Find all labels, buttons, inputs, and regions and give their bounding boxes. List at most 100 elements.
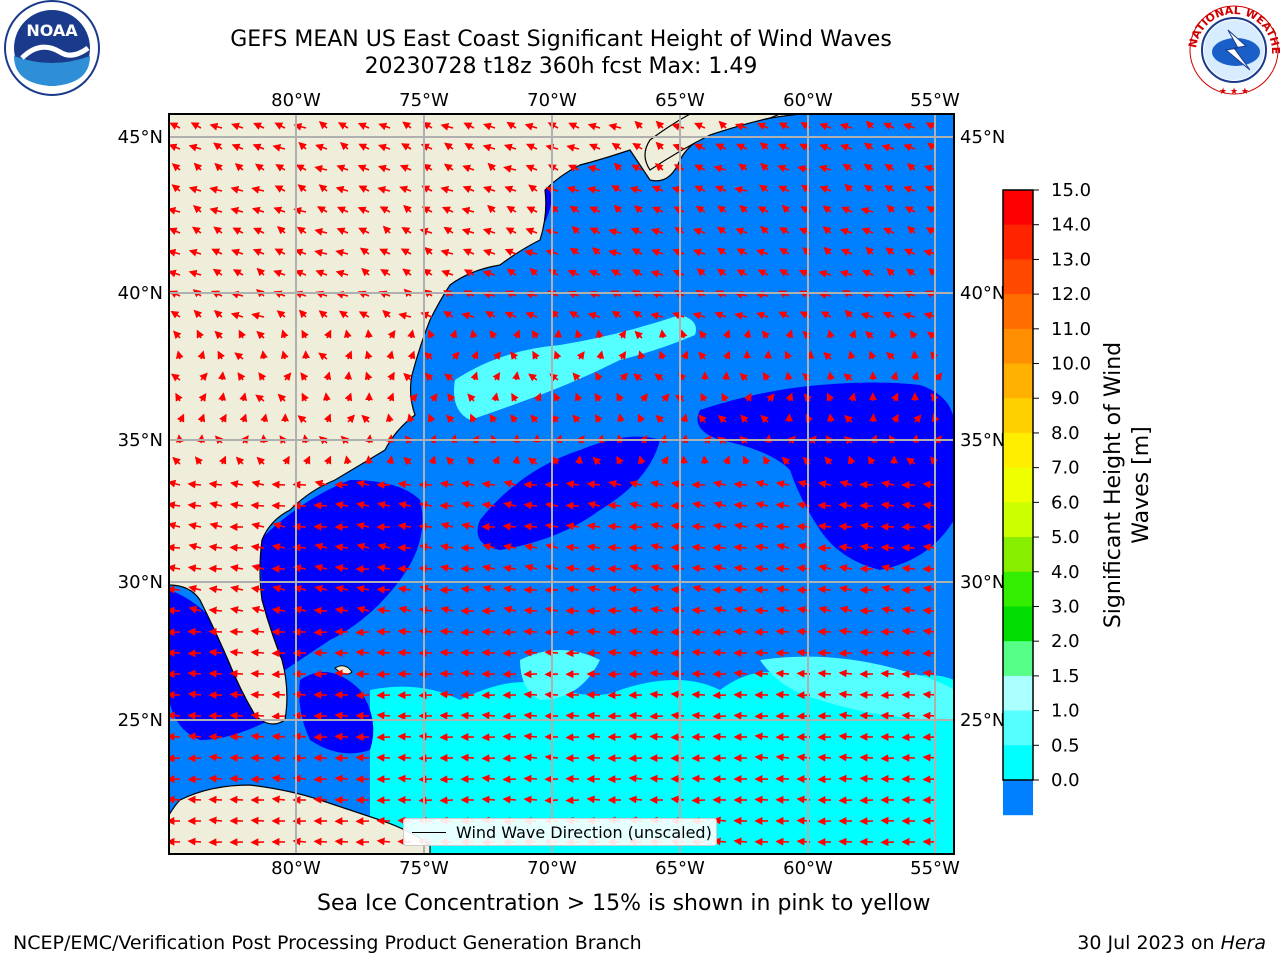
wind-arrow <box>504 185 517 194</box>
wind-arrow <box>402 268 412 277</box>
wind-arrow <box>743 329 752 339</box>
wind-arrow <box>271 501 286 510</box>
wind-arrow <box>188 143 202 152</box>
wind-arrow <box>655 120 665 130</box>
sea-ice-note: Sea Ice Concentration > 15% is shown in … <box>317 891 931 916</box>
wind-arrow <box>843 415 853 424</box>
wind-arrow <box>692 311 706 320</box>
wind-arrow <box>429 393 438 402</box>
wind-arrow <box>867 455 876 465</box>
wind-arrow <box>881 564 895 572</box>
colorbar: 15.0 14.0 13.0 12.0 11.0 10.0 9.0 8.0 7.0 6.0 5.0 4… <box>1002 180 1091 816</box>
wind-arrow <box>386 392 395 402</box>
wind-arrow <box>608 248 622 257</box>
wind-arrow <box>838 732 853 741</box>
wind-arrow <box>698 351 707 361</box>
wind-arrow <box>358 227 370 235</box>
footer-date-text: 30 Jul 2023 on <box>1077 932 1221 954</box>
wind-arrow <box>903 185 916 194</box>
wind-arrow <box>503 164 517 173</box>
wind-arrow <box>357 122 370 130</box>
wind-arrow <box>271 774 286 783</box>
wind-arrow <box>913 414 922 424</box>
wind-arrow <box>382 225 392 235</box>
wind-arrow <box>399 164 412 173</box>
wind-arrow <box>229 795 244 804</box>
wind-arrow <box>629 563 643 572</box>
wind-arrow <box>313 628 328 637</box>
wind-arrow <box>565 522 580 531</box>
wind-arrow <box>757 206 769 214</box>
wind-arrow <box>760 225 769 235</box>
wind-arrow <box>531 329 540 339</box>
wind-arrow <box>315 143 328 152</box>
lon-label-top: 70°W <box>527 90 577 111</box>
wind-arrow <box>418 627 433 636</box>
wind-arrow <box>616 392 624 402</box>
wind-arrow <box>218 371 227 381</box>
wind-arrow <box>169 143 181 152</box>
wind-arrow <box>467 393 476 403</box>
wind-arrow <box>439 543 454 551</box>
noaa-logo-text: NOAA <box>26 21 78 40</box>
wind-arrow <box>364 329 373 339</box>
wind-arrow <box>722 371 731 381</box>
wind-arrow <box>587 500 601 509</box>
wind-arrow <box>503 500 517 509</box>
wind-arrow <box>187 649 202 658</box>
wind-arrow <box>512 329 521 339</box>
wind-arrow <box>733 564 748 573</box>
wind-arrow <box>482 542 496 551</box>
wind-arrow <box>859 501 874 510</box>
wind-arrow <box>586 627 601 636</box>
wind-arrow <box>481 648 496 657</box>
wind-arrow <box>754 669 769 678</box>
wind-arrow <box>554 329 563 339</box>
wind-arrow <box>819 185 832 194</box>
wind-arrow <box>251 185 265 194</box>
wind-arrow <box>755 248 769 257</box>
wind-arrow <box>208 753 223 762</box>
wind-arrow <box>859 543 874 552</box>
wind-arrow <box>756 311 769 320</box>
wind-arrow <box>824 456 833 466</box>
wind-arrow <box>891 413 899 423</box>
wind-arrow <box>376 711 391 720</box>
wind-arrow <box>650 311 664 320</box>
wind-arrow <box>397 585 412 594</box>
wind-arrow <box>335 269 349 278</box>
wave-band-dark-east <box>697 382 954 570</box>
wind-arrow <box>838 627 853 636</box>
wind-arrow <box>784 371 793 381</box>
wind-arrow <box>691 606 706 615</box>
wind-arrow <box>397 753 412 762</box>
wind-arrow <box>611 310 622 319</box>
wind-arrow <box>446 456 455 466</box>
wind-arrow <box>398 501 412 509</box>
wind-arrow <box>356 605 370 614</box>
wind-arrow <box>386 350 395 360</box>
wind-arrow <box>357 206 370 215</box>
wind-arrow <box>492 455 500 465</box>
wind-arrow <box>387 329 396 339</box>
wind-arrow <box>218 455 227 465</box>
wind-arrow <box>864 331 874 340</box>
wind-arrow <box>572 414 581 424</box>
wind-arrow <box>386 455 395 465</box>
wind-arrow <box>170 373 181 382</box>
wind-arrow <box>256 456 266 466</box>
wind-arrow <box>418 796 433 805</box>
colorbar-tick-label: 1.5 <box>1051 666 1080 687</box>
wind-arrow <box>213 226 223 235</box>
wind-arrow <box>576 351 585 360</box>
wind-arrow <box>503 479 517 488</box>
wind-arrow <box>208 648 223 657</box>
wind-arrow <box>587 164 601 173</box>
wind-arrow <box>649 501 664 510</box>
wind-arrow <box>377 143 391 152</box>
wind-arrow <box>237 372 246 381</box>
wind-arrow <box>208 543 223 552</box>
wind-arrow <box>489 329 498 339</box>
wind-arrow <box>819 143 832 152</box>
wind-arrow <box>819 122 832 131</box>
